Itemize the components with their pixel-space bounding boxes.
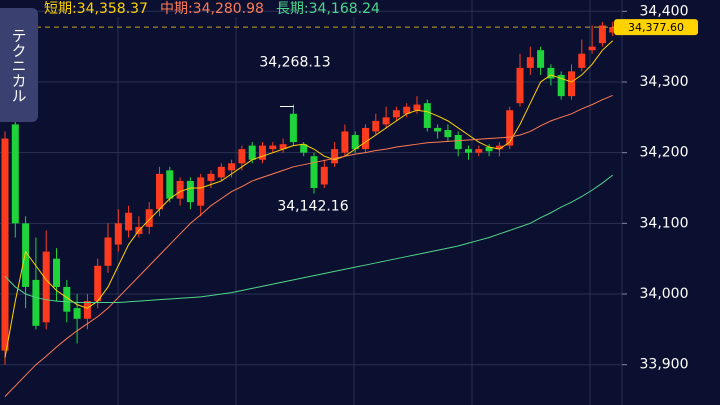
candle-body xyxy=(547,67,555,79)
y-tick-label: 33,900 xyxy=(640,357,689,373)
candle-body xyxy=(156,173,163,210)
candle-body xyxy=(104,237,112,266)
low-label: 34,142.16 xyxy=(277,199,348,215)
candle-body xyxy=(94,265,102,302)
candle-body xyxy=(506,110,514,146)
candle-body xyxy=(403,106,411,114)
y-tick-label: 34,000 xyxy=(640,286,689,302)
candle-body xyxy=(53,258,60,287)
candle-body xyxy=(516,67,524,104)
candle-body xyxy=(320,166,328,185)
candle-body xyxy=(588,46,596,51)
candle-body xyxy=(114,223,122,245)
candle-body xyxy=(382,117,390,125)
moving-average-line xyxy=(4,174,614,304)
candle-body xyxy=(197,177,205,206)
candle-body xyxy=(145,209,153,227)
moving-average-line xyxy=(4,40,614,358)
legend-bg xyxy=(40,0,470,17)
candle-body xyxy=(578,53,586,68)
candle-body xyxy=(423,103,431,128)
candle-body xyxy=(207,173,215,181)
candle-body xyxy=(269,145,277,150)
candle-body xyxy=(465,149,472,153)
candle-body xyxy=(259,145,266,160)
candle-body xyxy=(372,120,380,132)
candle-body xyxy=(228,163,236,171)
candle-body xyxy=(1,138,9,351)
legend-entry: 短期:34,358.37 xyxy=(44,1,148,17)
candle-body xyxy=(485,147,493,152)
candle-body xyxy=(63,286,71,312)
candle-body xyxy=(166,170,174,199)
candle-body xyxy=(11,124,19,224)
last-price-tag xyxy=(614,19,698,36)
y-tick-label: 34,100 xyxy=(640,215,689,231)
candle-body xyxy=(186,180,194,203)
candle-body xyxy=(434,127,442,132)
candle-body xyxy=(351,135,359,150)
candle-body xyxy=(557,74,565,97)
vertical-grid xyxy=(117,0,591,405)
last-price-label: 34,377.60 xyxy=(628,21,684,34)
candle-body xyxy=(217,166,225,178)
y-tick-label: 34,400 xyxy=(640,3,689,19)
candle-body xyxy=(598,25,606,44)
candle-body xyxy=(475,149,483,153)
candle-body xyxy=(248,145,256,160)
candle-body xyxy=(32,279,40,326)
candle-body xyxy=(42,251,50,323)
legend-entry: 中期:34,280.98 xyxy=(160,1,264,17)
candle-body xyxy=(238,149,246,164)
high-label: 34,268.13 xyxy=(259,55,330,71)
candle-body xyxy=(568,71,575,97)
candle-body xyxy=(454,135,462,150)
legend-entry: 長期:34,168.24 xyxy=(276,1,380,17)
candle-body xyxy=(495,145,503,150)
candle-body xyxy=(413,104,421,111)
candle-body xyxy=(279,144,287,150)
candle-body xyxy=(362,127,369,150)
candle-body xyxy=(300,144,308,153)
moving-average-line xyxy=(4,94,613,397)
candle-body xyxy=(331,149,339,164)
candle-body xyxy=(73,308,81,319)
candle-body xyxy=(392,110,400,118)
candle-body xyxy=(289,113,297,143)
candle-body xyxy=(310,156,318,189)
candle-body xyxy=(125,212,133,231)
candle-body xyxy=(609,27,617,33)
candle-body xyxy=(176,180,184,199)
candle-body xyxy=(537,50,545,68)
candle-body xyxy=(444,130,452,138)
y-tick-label: 34,200 xyxy=(640,145,689,161)
candle-body xyxy=(526,57,534,68)
candle-body xyxy=(83,301,91,319)
y-tick-label: 34,300 xyxy=(640,74,689,90)
candle-body xyxy=(22,223,30,287)
candle-body xyxy=(341,131,349,153)
technical-tab[interactable]: テクニカル xyxy=(0,8,38,122)
